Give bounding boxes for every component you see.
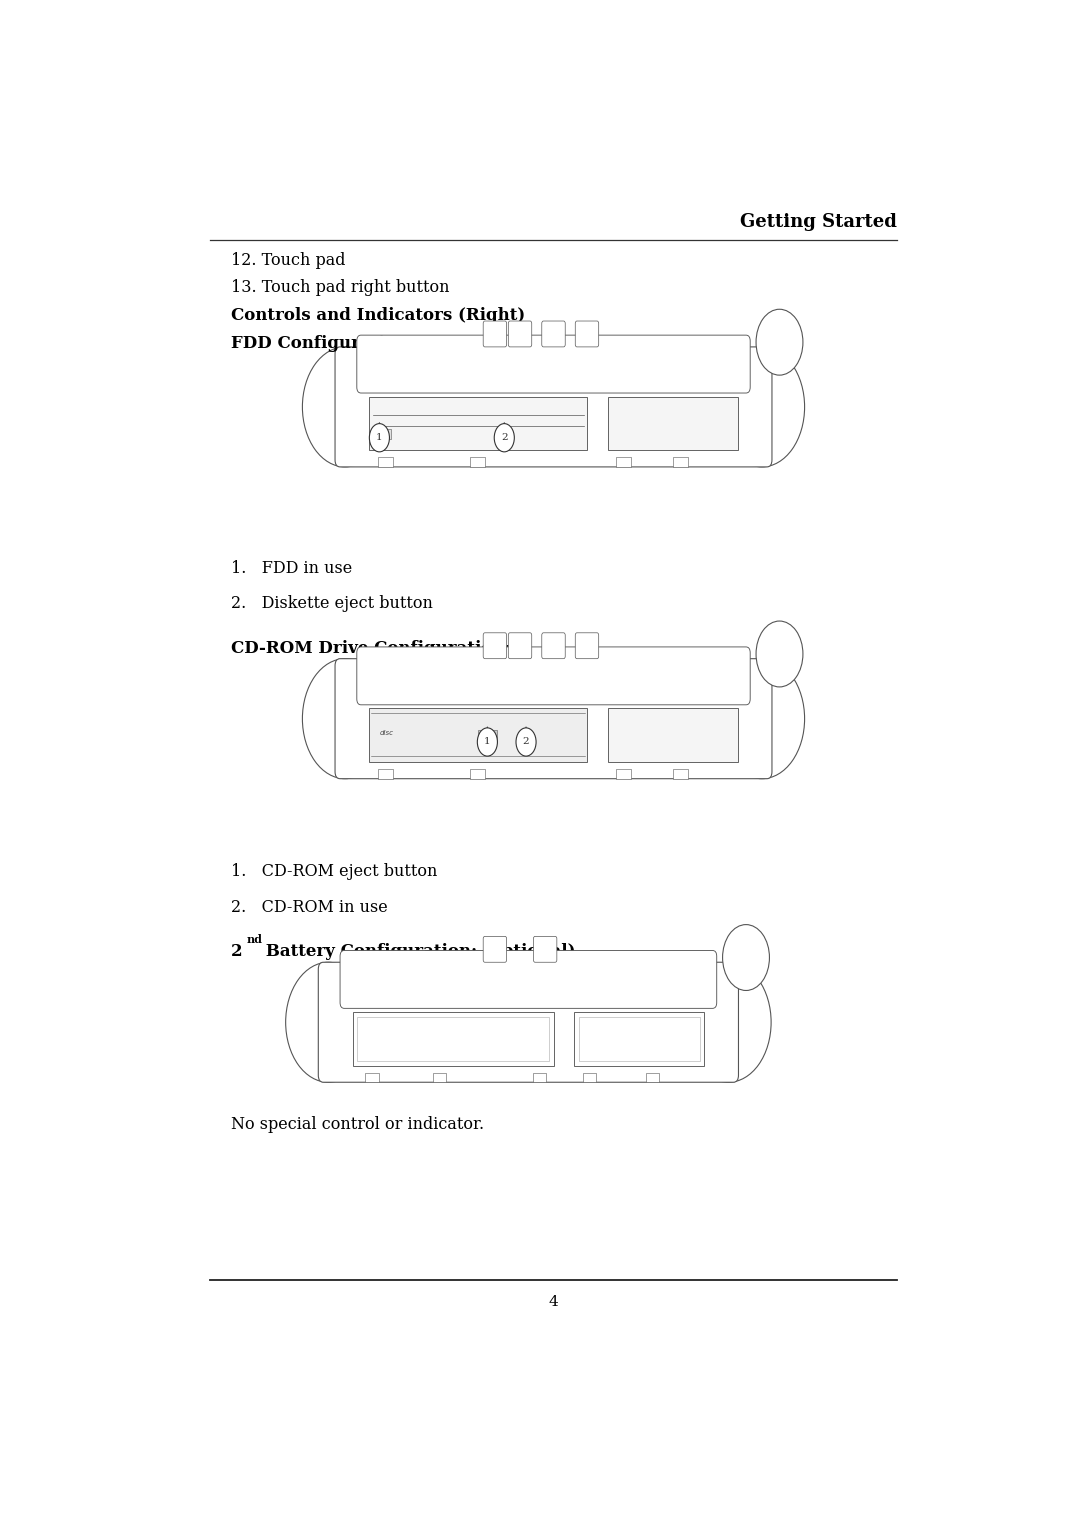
Text: 1: 1 [376,434,382,442]
Bar [617,769,632,779]
Circle shape [719,659,805,779]
Bar [575,1012,704,1065]
Bar [579,1016,700,1060]
Circle shape [516,727,536,756]
Text: disc: disc [379,729,393,735]
Bar [352,1012,554,1065]
Bar [532,1073,546,1082]
FancyBboxPatch shape [509,321,531,347]
Bar [646,1073,659,1082]
Text: 2.   Diskette eject button: 2. Diskette eject button [231,594,433,613]
Circle shape [719,347,805,468]
Bar [433,1073,446,1082]
Text: FDD Configuration:: FDD Configuration: [231,335,415,351]
FancyBboxPatch shape [335,659,772,779]
FancyBboxPatch shape [483,937,507,963]
Circle shape [302,347,388,468]
Bar [470,457,485,468]
Bar [356,1016,550,1060]
FancyBboxPatch shape [319,963,739,1082]
Circle shape [523,733,529,743]
Text: Controls and Indicators (Right): Controls and Indicators (Right) [231,307,526,324]
Bar [365,1073,379,1082]
Text: Battery Configuration: (optional): Battery Configuration: (optional) [259,943,576,961]
FancyBboxPatch shape [542,633,565,659]
Text: 13. Touch pad right button: 13. Touch pad right button [231,278,449,295]
Bar [617,457,632,468]
Text: nd: nd [246,934,262,944]
Circle shape [686,963,771,1082]
Bar [378,769,393,779]
Text: 2: 2 [523,738,529,747]
Bar [673,769,688,779]
FancyBboxPatch shape [356,646,751,704]
Circle shape [495,423,514,452]
FancyBboxPatch shape [340,950,717,1008]
Text: 2.   CD-ROM in use: 2. CD-ROM in use [231,898,388,915]
FancyBboxPatch shape [483,321,507,347]
Text: 2: 2 [501,434,508,442]
Circle shape [302,659,388,779]
FancyBboxPatch shape [576,633,598,659]
Text: Getting Started: Getting Started [740,212,896,231]
Text: 2: 2 [231,943,243,961]
Circle shape [369,423,390,452]
Text: 12. Touch pad: 12. Touch pad [231,252,346,269]
Text: No special control or indicator.: No special control or indicator. [231,1117,484,1134]
Circle shape [477,727,498,756]
Circle shape [756,309,802,376]
Bar [470,769,485,779]
Text: 1.   CD-ROM eject button: 1. CD-ROM eject button [231,863,437,880]
Bar [583,1073,596,1082]
Bar [378,457,393,468]
Bar [376,429,391,439]
Circle shape [756,620,802,688]
Bar [478,730,497,741]
FancyBboxPatch shape [576,321,598,347]
Text: CD-ROM Drive Configuration:: CD-ROM Drive Configuration: [231,640,511,657]
Text: 1.   FDD in use: 1. FDD in use [231,559,352,578]
FancyBboxPatch shape [542,321,565,347]
Bar [608,709,738,762]
Text: 1: 1 [484,738,490,747]
FancyBboxPatch shape [356,335,751,393]
Bar [673,457,688,468]
Bar [369,397,588,451]
Bar [369,709,588,762]
Circle shape [285,963,372,1082]
Circle shape [723,924,769,990]
Text: 4: 4 [549,1296,558,1309]
Bar [608,397,738,451]
FancyBboxPatch shape [335,347,772,468]
FancyBboxPatch shape [534,937,557,963]
FancyBboxPatch shape [483,633,507,659]
FancyBboxPatch shape [509,633,531,659]
